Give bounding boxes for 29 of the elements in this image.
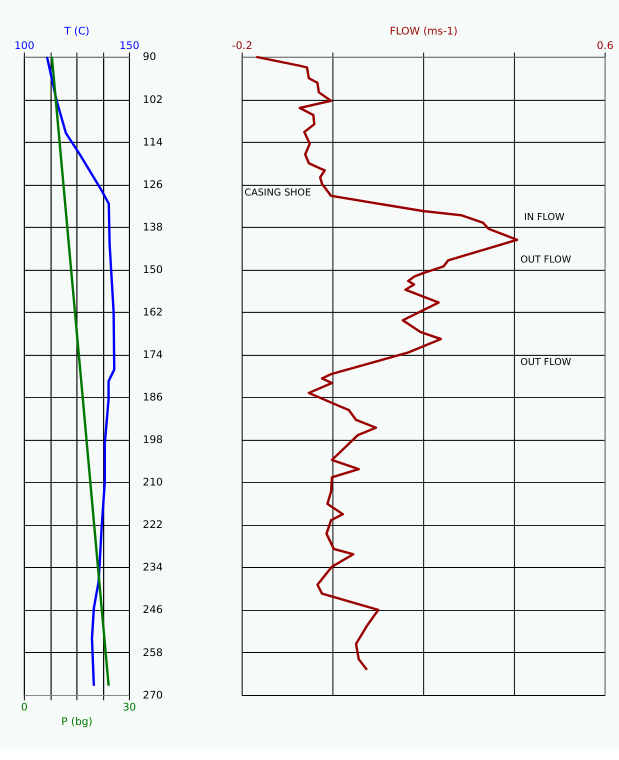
y-tick-label: 138 (142, 221, 163, 234)
y-tick-label: 222 (142, 519, 163, 532)
y-tick-label: 246 (142, 604, 164, 616)
x2-tick-label: -0.2 (232, 40, 252, 52)
y-tick-label: 186 (142, 392, 164, 404)
text: OUT FLOW (520, 254, 572, 266)
y-tick-label: 114 (142, 136, 164, 148)
text: OUT FLOW (520, 356, 572, 368)
y-tick-label: 270 (142, 689, 163, 702)
x-tick-label: 30 (122, 702, 136, 714)
x2-tick-label: 150 (119, 40, 140, 52)
annotation: CASING SHOE (244, 188, 311, 199)
y-tick-label: 258 (142, 646, 163, 659)
y-tick-label: 150 (142, 264, 163, 276)
x2-axis-title: T (C) (63, 25, 90, 38)
x-axis-title: P (bg) (61, 716, 92, 728)
x-tick-label: 0 (21, 702, 28, 714)
x2-axis-title: FLOW (ms-1) (390, 25, 458, 38)
x2-tick-label: 100 (14, 40, 34, 52)
y-tick-label: 234 (142, 562, 164, 574)
y-tick-label: 126 (142, 178, 164, 191)
y-tick-label: 90 (142, 51, 156, 64)
y-tick-label: 198 (142, 434, 163, 446)
y-tick-label: 210 (142, 476, 163, 489)
y-tick-label: 162 (142, 306, 163, 318)
y-tick-label: 102 (142, 94, 163, 106)
text: IN FLOW (524, 212, 566, 223)
x2-tick-label: 0.6 (596, 40, 614, 52)
y-tick-label: 174 (142, 349, 164, 362)
